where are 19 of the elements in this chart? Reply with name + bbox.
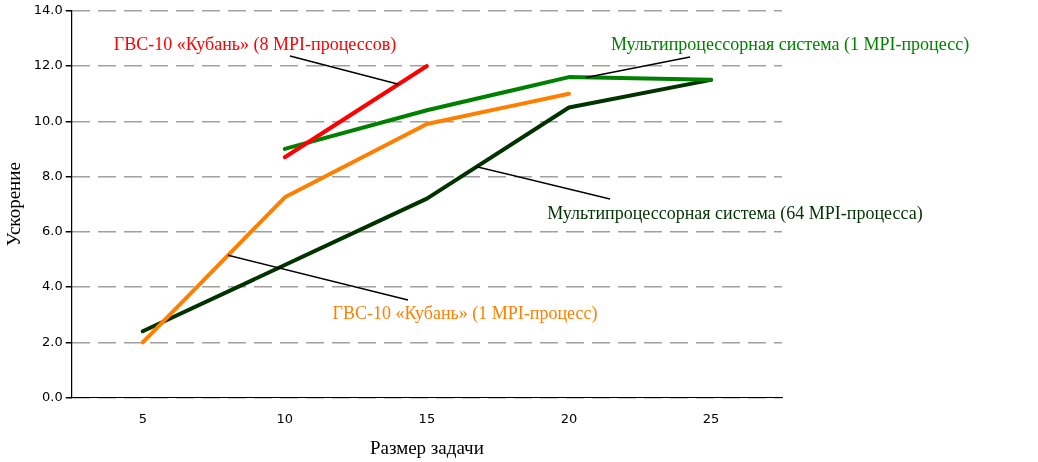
y-tick-label: 8.0 [42,167,63,183]
text: ГВС-10 «Кубань» (1 MPI-процесс) [332,302,598,324]
text: Мультипроцессорная система (64 MPI-процесса) [547,202,923,224]
x-tick-label: 25 [702,410,720,426]
y-tick-label: 14.0 [33,2,63,18]
x-tick-label: 20 [560,410,578,426]
y-tick-label: 2.0 [42,333,63,349]
y-tick-label: 10.0 [33,112,63,128]
y-tick-label: 4.0 [42,278,63,294]
x-tick-label: 10 [276,410,294,426]
series-label: Мультипроцессорная система (1 MPI-процесс) [610,33,970,55]
y-axis-title: Ускорение [3,162,25,247]
series-label: ГВС-10 «Кубань» (8 MPI-процессов) [113,33,397,55]
y-tick-label: 0.0 [42,388,63,404]
y-tick-label: 12.0 [33,57,63,73]
x-tick-label: 15 [418,410,436,426]
y-tick-label: 6.0 [42,223,63,239]
x-tick-label: 5 [138,410,147,426]
x-axis-title: Размер задачи [369,436,484,458]
